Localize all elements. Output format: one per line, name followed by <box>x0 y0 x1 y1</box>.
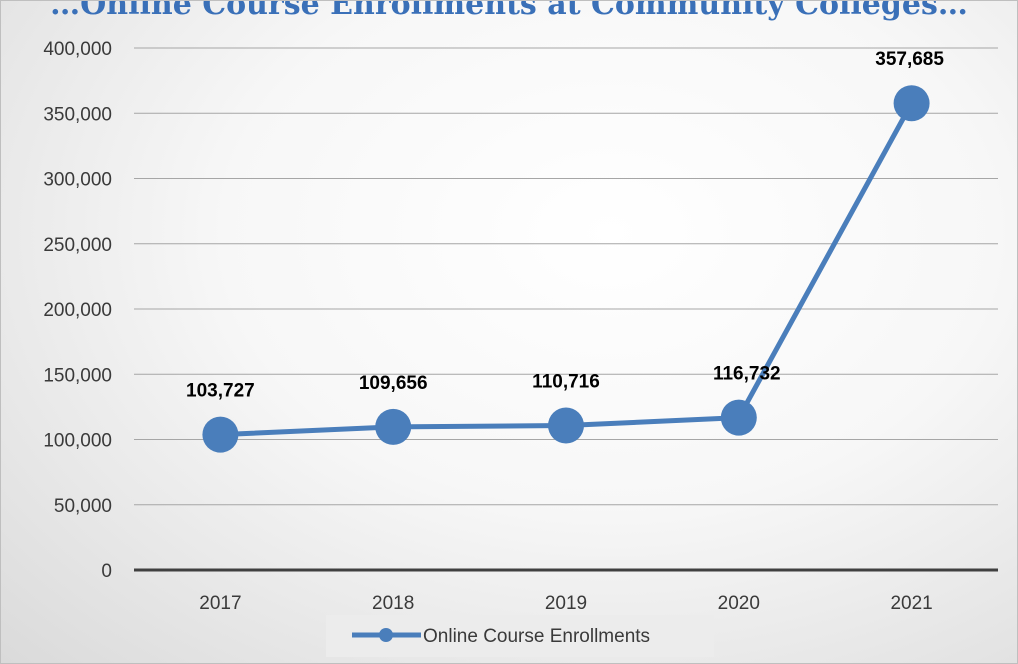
legend-marker-swatch <box>379 628 393 642</box>
y-tick-label: 0 <box>101 561 112 582</box>
chart-title: …Online Course Enrollments at Community … <box>50 0 968 22</box>
data-point <box>548 407 584 444</box>
y-tick-label: 200,000 <box>43 300 112 321</box>
data-label: 116,732 <box>713 364 781 385</box>
y-tick-label: 350,000 <box>43 104 112 125</box>
data-point <box>893 85 930 122</box>
y-tick-label: 300,000 <box>43 170 112 191</box>
x-tick-label: 2021 <box>890 593 932 614</box>
legend-entry: Online Course Enrollments <box>423 626 650 647</box>
data-label: 109,656 <box>359 373 428 394</box>
y-tick-label: 150,000 <box>43 365 112 386</box>
x-tick-label: 2017 <box>199 593 241 614</box>
data-point <box>202 416 239 453</box>
y-tick-label: 50,000 <box>54 496 112 517</box>
data-point <box>720 399 757 436</box>
data-point <box>375 408 412 445</box>
data-label: 103,727 <box>186 381 255 402</box>
y-tick-label: 250,000 <box>43 235 112 256</box>
data-label: 357,685 <box>875 49 944 70</box>
x-tick-label: 2019 <box>545 593 587 614</box>
x-tick-label: 2018 <box>372 593 414 614</box>
y-tick-label: 400,000 <box>43 39 112 60</box>
data-label: 110,716 <box>532 372 600 393</box>
x-tick-label: 2020 <box>718 593 760 614</box>
y-tick-label: 100,000 <box>43 431 112 452</box>
